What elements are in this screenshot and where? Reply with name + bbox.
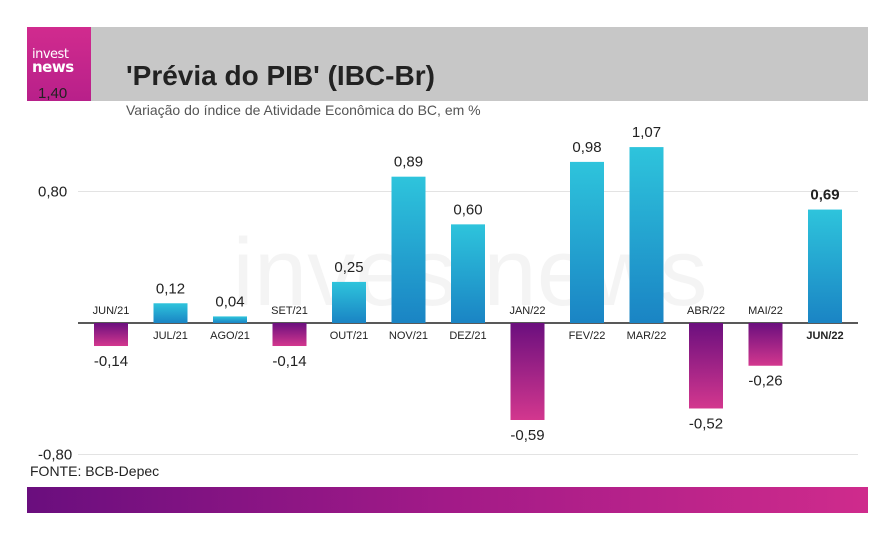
data-label: 0,25 [334,259,363,276]
data-label: -0,14 [272,353,306,370]
data-label: 0,12 [156,280,185,297]
data-label: 1,07 [632,124,661,141]
bar-jul-21 [153,303,188,323]
bar-nov-21 [391,176,426,323]
data-label: 0,60 [453,201,482,218]
bar-jun-21 [94,323,128,347]
bar-ago-21 [213,316,247,323]
x-tick-label: JAN/22 [509,305,545,317]
bar-out-21 [332,281,366,323]
chart-header: invest news 'Prévia do PIB' (IBC-Br) Var… [27,27,868,118]
x-tick-label: SET/21 [271,305,308,317]
x-tick-label: NOV/21 [389,330,428,342]
data-label: 0,89 [394,154,423,171]
chart-title: 'Prévia do PIB' (IBC-Br) [126,60,435,91]
bar-abr-22 [689,323,723,409]
x-tick-label: JUN/21 [93,305,130,317]
data-label: 0,69 [810,187,839,204]
bar-fev-22 [570,161,604,323]
data-label: -0,52 [689,415,723,432]
x-tick-label: AGO/21 [210,330,250,342]
logo-text-invest: invest [32,47,69,62]
data-label: -0,14 [94,353,128,370]
data-label: -0,59 [510,427,544,444]
bar-jun-22 [808,209,842,323]
logo-text-news: news [32,58,74,76]
x-tick-label: JUN/22 [806,330,843,342]
x-tick-label: DEZ/21 [449,330,486,342]
chart-subtitle: Variação do índice de Atividade Econômic… [126,102,481,118]
data-label: 0,04 [215,293,244,310]
data-label: -0,26 [748,373,782,390]
y-tick-label: 0,80 [38,183,67,200]
bar-set-21 [272,323,307,347]
x-tick-label: MAI/22 [748,305,783,317]
bottom-brand-bar [27,487,868,513]
investnews-logo: invest news [27,27,91,101]
bar-mai-22 [748,323,783,366]
bar-dez-21 [451,224,485,323]
x-tick-label: JUL/21 [153,330,188,342]
y-tick-label-top: 1,40 [38,85,68,102]
bar-mar-22 [629,147,664,323]
source-note: FONTE: BCB-Depec [30,463,160,479]
x-tick-label: ABR/22 [687,305,725,317]
x-tick-label: OUT/21 [330,330,369,342]
data-label: 0,98 [572,139,601,156]
bar-jan-22 [510,323,545,420]
y-tick-label: -0,80 [38,447,72,464]
x-tick-label: FEV/22 [569,330,606,342]
x-tick-label: MAR/22 [627,330,667,342]
